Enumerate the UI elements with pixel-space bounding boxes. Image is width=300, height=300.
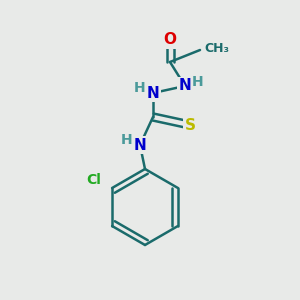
- Text: S: S: [184, 118, 196, 133]
- Text: N: N: [134, 137, 146, 152]
- Text: N: N: [147, 85, 159, 100]
- Text: O: O: [164, 32, 176, 47]
- Text: Cl: Cl: [87, 173, 101, 187]
- Text: N: N: [178, 79, 191, 94]
- Text: H: H: [134, 81, 146, 95]
- Text: CH₃: CH₃: [204, 41, 229, 55]
- Text: H: H: [121, 133, 133, 147]
- Text: H: H: [192, 75, 204, 89]
